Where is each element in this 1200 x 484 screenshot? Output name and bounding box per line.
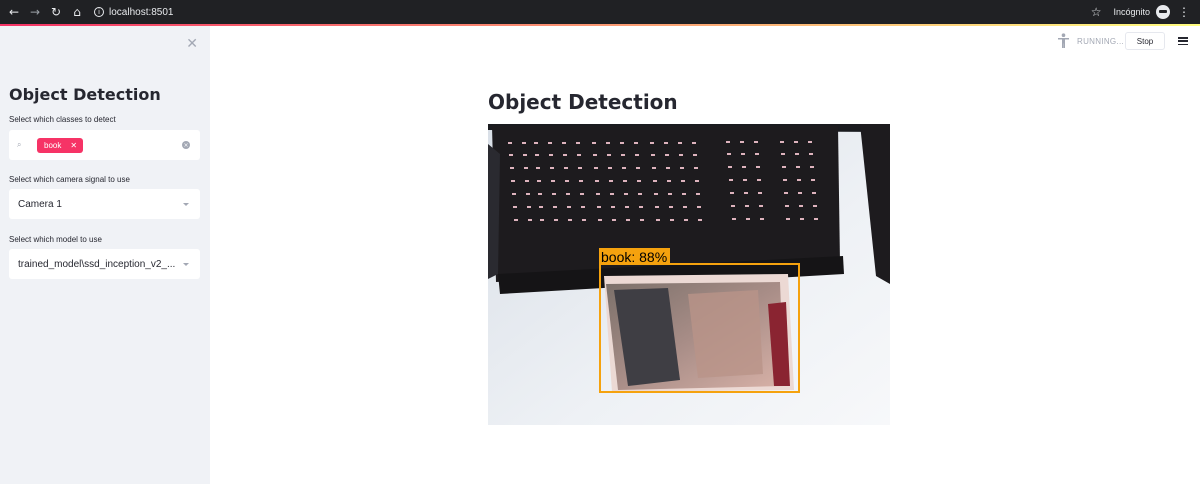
running-status-text: RUNNING... [1077, 36, 1124, 46]
search-icon: ⌕ [17, 140, 22, 149]
header-decoration [0, 24, 1200, 26]
sidebar: ✕ Object Detection Select which classes … [0, 26, 210, 484]
incognito-label: Incógnito [1113, 7, 1150, 17]
model-select[interactable]: trained_model\ssd_inception_v2_... [9, 249, 200, 279]
camera-select-value: Camera 1 [18, 198, 62, 210]
classes-multiselect[interactable]: ⌕ book ✕ × [9, 130, 200, 160]
hamburger-menu-icon[interactable] [1178, 37, 1188, 45]
classes-label: Select which classes to detect [9, 115, 116, 124]
url-text: localhost:8501 [109, 6, 174, 18]
browser-menu-icon[interactable]: ⋮ [1178, 5, 1190, 19]
camera-label: Select which camera signal to use [9, 175, 130, 184]
back-icon[interactable]: ← [8, 5, 20, 19]
browser-toolbar: ← → ↻ ⌂ i localhost:8501 ☆ Incógnito ⋮ [0, 0, 1200, 24]
forward-icon[interactable]: → [29, 5, 41, 19]
site-info-icon[interactable]: i [94, 7, 104, 17]
reload-icon[interactable]: ↻ [50, 5, 62, 19]
address-bar[interactable]: i localhost:8501 [94, 7, 174, 18]
model-select-value: trained_model\ssd_inception_v2_... [18, 258, 176, 270]
running-indicator: RUNNING... [1057, 33, 1124, 49]
incognito-icon[interactable] [1156, 5, 1170, 19]
chevron-down-icon [183, 262, 189, 266]
camera-select[interactable]: Camera 1 [9, 189, 200, 219]
remove-tag-icon[interactable]: ✕ [70, 140, 78, 150]
running-person-icon [1057, 33, 1071, 49]
class-tag-label: book [44, 140, 62, 150]
bookmark-star-icon[interactable]: ☆ [1090, 5, 1102, 19]
class-tag-book: book ✕ [37, 137, 84, 153]
page-title: Object Detection [488, 90, 678, 114]
stop-button[interactable]: Stop [1125, 32, 1165, 50]
camera-feed-image: book: 88% [488, 124, 890, 425]
chevron-down-icon [183, 202, 189, 206]
home-icon[interactable]: ⌂ [73, 5, 81, 19]
sidebar-title: Object Detection [9, 85, 161, 104]
detection-label: book: 88% [601, 249, 667, 265]
model-label: Select which model to use [9, 235, 102, 244]
clear-selection-icon[interactable]: × [182, 141, 190, 149]
close-sidebar-icon[interactable]: ✕ [186, 36, 198, 52]
